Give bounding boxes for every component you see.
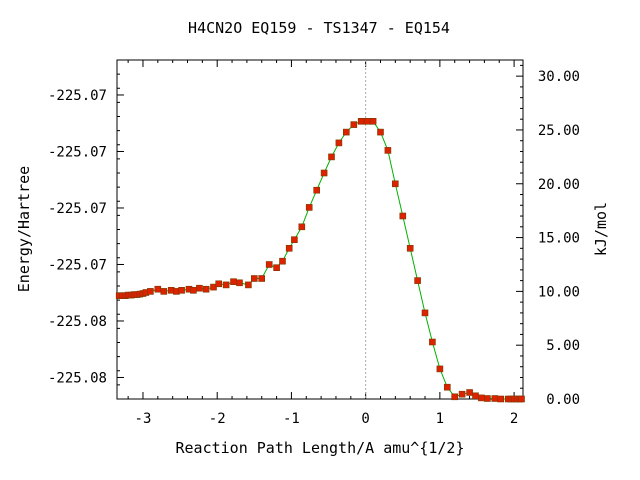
data-point [298, 223, 306, 231]
x-tick-label: -3 [135, 411, 152, 427]
data-point [406, 245, 414, 252]
data-point [377, 128, 384, 136]
left-tick-label: -225.08 [48, 314, 107, 330]
data-point [414, 277, 421, 284]
data-point [384, 147, 392, 154]
x-tick-label: 2 [510, 411, 518, 427]
left-axis-label: Energy/Hartree [15, 166, 33, 292]
data-point [443, 383, 451, 391]
data-point [328, 153, 335, 161]
data-point [285, 245, 293, 252]
right-tick-label: 30.00 [538, 69, 580, 85]
data-point [313, 186, 321, 194]
data-point [421, 309, 429, 317]
data-point [265, 261, 273, 268]
energy-profile-line [119, 120, 522, 400]
left-tick-label: -225.07 [48, 144, 107, 160]
x-tick-label: 0 [361, 411, 369, 427]
data-point [478, 394, 485, 402]
data-point [436, 365, 444, 373]
data-point [335, 139, 343, 147]
data-point [458, 390, 466, 398]
data-point [305, 204, 313, 211]
data-point [160, 288, 168, 295]
data-point [215, 280, 222, 288]
data-point [210, 283, 217, 291]
data-point [342, 128, 350, 136]
data-point [202, 285, 210, 293]
data-point [484, 395, 491, 402]
data-point [451, 393, 459, 401]
data-point [251, 275, 258, 282]
x-tick-label: 1 [436, 411, 444, 427]
data-point [466, 389, 473, 396]
right-tick-label: 5.00 [546, 338, 580, 354]
data-point [154, 285, 162, 293]
data-point [429, 338, 436, 346]
data-point [230, 278, 237, 286]
right-tick-label: 10.00 [538, 284, 580, 300]
data-point [273, 264, 280, 272]
x-tick-label: -1 [283, 411, 300, 427]
data-point [399, 212, 407, 220]
right-tick-label: 20.00 [538, 177, 580, 193]
data-point [291, 236, 298, 243]
right-tick-label: 25.00 [538, 123, 580, 139]
data-point [178, 286, 185, 294]
left-tick-label: -225.08 [48, 370, 107, 386]
data-point [258, 275, 266, 282]
data-point [196, 284, 203, 292]
data-point [369, 118, 377, 125]
data-point [363, 118, 371, 125]
left-tick-label: -225.07 [48, 257, 107, 273]
data-point [518, 395, 525, 403]
data-point [491, 395, 499, 402]
right-tick-label: 0.00 [546, 392, 580, 408]
left-tick-label: -225.07 [48, 201, 107, 217]
right-axis-label: kJ/mol [592, 202, 610, 256]
right-tick-label: 15.00 [538, 231, 580, 247]
data-point [236, 279, 243, 287]
data-point [350, 121, 358, 128]
left-tick-label: -225.07 [48, 88, 107, 104]
data-point [357, 118, 365, 125]
chart-title: H4CN2O EQ159 - TS1347 - EQ154 [188, 19, 450, 37]
data-point [190, 286, 197, 294]
data-point [245, 281, 252, 289]
data-point [320, 169, 328, 177]
plot-frame [116, 59, 524, 400]
data-point [391, 180, 399, 188]
data-point [222, 281, 230, 289]
data-point [279, 257, 286, 265]
x-axis-label: Reaction Path Length/A amu^{1/2} [176, 439, 465, 457]
data-point [472, 392, 479, 400]
data-point [147, 288, 154, 295]
data-point [497, 395, 505, 403]
x-tick-label: -2 [209, 411, 226, 427]
